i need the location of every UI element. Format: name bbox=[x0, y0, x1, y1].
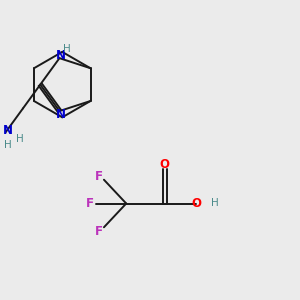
Text: F: F bbox=[94, 225, 103, 238]
Text: N: N bbox=[3, 124, 13, 137]
Text: O: O bbox=[191, 197, 201, 210]
Text: O: O bbox=[160, 158, 170, 171]
Text: H: H bbox=[16, 134, 24, 144]
Text: N: N bbox=[56, 49, 66, 62]
Text: H: H bbox=[211, 199, 218, 208]
Text: F: F bbox=[94, 170, 103, 183]
Text: F: F bbox=[86, 197, 94, 210]
Text: H: H bbox=[63, 44, 71, 54]
Text: H: H bbox=[4, 140, 12, 150]
Text: N: N bbox=[56, 107, 66, 121]
